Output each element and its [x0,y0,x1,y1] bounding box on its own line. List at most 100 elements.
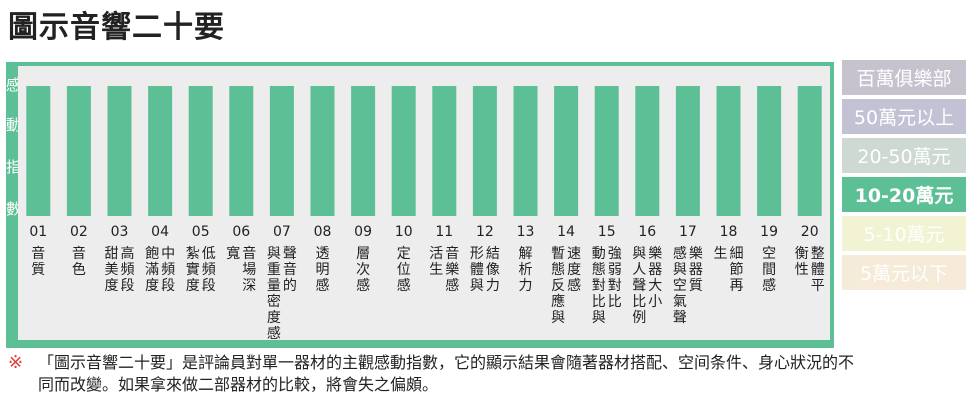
category-label-char: 比 [608,294,622,310]
x-tick-label: 07 [273,224,291,240]
category-label-char: 頻 [121,262,135,278]
x-tick-label: 15 [598,224,616,240]
category-label-char: 再 [730,278,744,294]
category-label-char: 整 [811,246,825,262]
category-label-char: 量 [267,278,281,294]
category-label-char: 力 [519,278,533,294]
category-label-char: 小 [648,294,662,310]
bar [229,86,254,216]
category-label-char: 例 [632,310,646,326]
category-label-char: 對 [608,278,622,294]
category-label-char: 態 [592,262,606,278]
bar [716,86,741,216]
x-tick-label: 13 [517,224,535,240]
category-label-char: 實 [186,261,200,278]
category-label-char: 度 [267,310,281,326]
category-label-char: 音 [72,245,86,262]
category-label-char: 位 [397,262,411,278]
category-label-char: 與 [267,246,281,262]
category-label-char: 感 [356,277,370,294]
x-tick-label: 01 [29,224,47,240]
category-label-char: 樂 [445,261,459,278]
category-label-char: 度 [567,262,581,278]
category-label-char: 明 [316,262,330,278]
category-label-char: 色 [72,261,86,278]
category-label-char: 感 [567,277,581,294]
category-label-char: 音 [242,245,256,262]
category-label-char: 比 [632,294,646,310]
x-tick-label: 16 [638,224,656,240]
category-label-char: 聲 [673,309,687,326]
category-label-char: 深 [242,278,256,294]
x-tick-label: 12 [476,224,494,240]
category-label-char: 密 [267,293,281,310]
category-label-char: 飽 [145,245,159,262]
category-label-char: 平 [811,278,825,294]
x-tick-label: 09 [354,224,372,240]
bar [269,86,294,216]
bar [757,86,782,216]
x-tick-label: 11 [435,224,453,240]
category-label-char: 中 [161,246,175,262]
category-label-char: 比 [592,294,606,310]
x-tick-label: 06 [232,224,250,240]
legend-item-50k-100k: 5-10萬元 [842,216,966,251]
category-label-char: 段 [121,278,135,294]
y-axis-label: 感 動 指 數 [6,66,21,218]
category-label-char: 弱 [608,262,622,278]
category-label-char: 聲 [283,245,297,262]
bar [107,86,132,216]
x-tick-label: 17 [679,224,697,240]
category-label-char: 對 [592,278,606,294]
category-label-char: 器 [648,262,662,278]
category-label-char: 場 [242,262,256,278]
footnote-mark: ※ [8,352,24,373]
category-label-char: 間 [762,262,776,278]
category-label-char: 紮 [186,246,200,262]
category-label-char: 聲 [632,277,646,294]
category-label-char: 器 [689,262,703,278]
bar [310,86,335,216]
category-label-char: 的 [283,278,297,294]
category-label-char: 力 [486,278,500,294]
category-label-char: 度 [105,278,119,294]
page-title: 圖示音響二十要 [8,10,225,45]
footnote-text: 「圖示音響二十要」是評論員對單一器材的主觀感動指數，它的顯示結果會隨著器材搭配、… [38,353,855,394]
legend-item-over-500k: 50萬元以上 [842,99,966,134]
category-label-char: 質 [31,262,45,278]
category-label-char: 空 [762,246,776,262]
x-tick-label: 10 [395,224,413,240]
category-label-char: 體 [811,262,825,278]
bar [797,86,822,216]
bar [594,86,619,216]
legend-item-200k-500k: 20-50萬元 [842,138,966,173]
bar [513,86,538,216]
category-label-char: 像 [486,262,500,278]
legend-item-millionaire: 百萬俱樂部 [842,60,966,95]
category-label-char: 體 [470,262,484,278]
x-tick-label: 14 [557,224,575,240]
category-label-char: 人 [632,262,646,278]
category-label-char: 美 [105,262,119,278]
category-label-char: 與 [551,310,565,326]
category-label-char: 滿 [145,262,159,278]
x-tick-label: 18 [720,224,738,240]
category-label-char: 與 [592,310,606,326]
category-label-char: 甜 [105,246,119,262]
category-label-char: 與 [673,262,687,278]
category-label-char: 反 [551,278,565,294]
bar [351,86,376,216]
category-label-char: 感 [267,325,281,340]
category-label-char: 暫 [551,246,565,262]
bar [554,86,579,216]
category-label-char: 度 [186,278,200,294]
x-tick-label: 03 [111,224,129,240]
bar [472,86,497,216]
bar [432,86,457,216]
category-label-char: 樂 [689,245,703,262]
category-label-char: 動 [592,246,606,262]
category-label-char: 感 [445,277,459,294]
category-label-char: 空 [673,278,687,294]
category-label-char: 與 [470,278,484,294]
